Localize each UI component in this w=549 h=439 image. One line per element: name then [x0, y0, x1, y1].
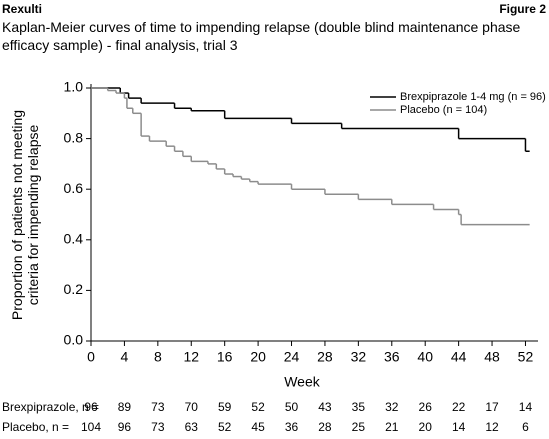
risk-count: 104 — [81, 420, 101, 434]
x-tick-label: 32 — [351, 349, 367, 365]
chart-title: Kaplan-Meier curves of time to impending… — [2, 19, 521, 53]
risk-count: 12 — [485, 420, 499, 434]
y-tick-label: 0.2 — [64, 281, 84, 297]
risk-count: 20 — [419, 420, 433, 434]
header-right: Figure 2 — [499, 2, 546, 16]
legend-label: Placebo (n = 104) — [400, 104, 487, 116]
risk-count: 52 — [218, 420, 232, 434]
risk-count: 73 — [151, 420, 165, 434]
risk-count: 59 — [218, 400, 232, 414]
risk-row-label: Placebo, n = — [2, 420, 69, 434]
x-tick-label: 48 — [484, 349, 500, 365]
risk-count: 6 — [522, 420, 529, 434]
risk-count: 25 — [352, 420, 366, 434]
header-left: Rexulti — [2, 2, 42, 16]
risk-count: 73 — [151, 400, 165, 414]
x-tick-label: 20 — [250, 349, 266, 365]
y-tick-label: 0.4 — [64, 231, 84, 247]
risk-row-label: Brexpiprazole, n = — [2, 400, 99, 414]
risk-count: 70 — [185, 400, 199, 414]
x-tick-label: 44 — [451, 349, 467, 365]
risk-count: 17 — [485, 400, 499, 414]
risk-count: 89 — [118, 400, 132, 414]
x-axis-label: Week — [284, 374, 321, 390]
risk-count: 96 — [118, 420, 132, 434]
risk-count: 36 — [285, 420, 299, 434]
x-tick-label: 40 — [417, 349, 433, 365]
x-tick-label: 24 — [284, 349, 300, 365]
x-tick-label: 52 — [518, 349, 534, 365]
risk-count: 32 — [385, 400, 399, 414]
y-tick-label: 0.8 — [64, 129, 84, 145]
y-tick-label: 1.0 — [64, 79, 84, 95]
x-tick-label: 0 — [87, 349, 95, 365]
y-axis-label: Proportion of patients not meetingcriter… — [9, 110, 41, 320]
x-tick-label: 28 — [317, 349, 333, 365]
risk-count: 26 — [419, 400, 433, 414]
risk-count: 63 — [185, 420, 199, 434]
legend-label: Brexpiprazole 1-4 mg (n = 96) — [400, 91, 546, 103]
risk-count: 52 — [251, 400, 265, 414]
risk-count: 14 — [519, 400, 533, 414]
x-tick-label: 4 — [121, 349, 129, 365]
risk-count: 96 — [84, 400, 98, 414]
x-tick-label: 36 — [384, 349, 400, 365]
x-tick-label: 12 — [183, 349, 199, 365]
risk-count: 43 — [318, 400, 332, 414]
risk-count: 35 — [352, 400, 366, 414]
risk-count: 21 — [385, 420, 399, 434]
risk-count: 50 — [285, 400, 299, 414]
y-tick-label: 0.6 — [64, 180, 84, 196]
risk-count: 45 — [251, 420, 265, 434]
x-tick-label: 16 — [217, 349, 233, 365]
risk-count: 14 — [452, 420, 466, 434]
x-tick-label: 8 — [154, 349, 162, 365]
y-tick-label: 0.0 — [64, 332, 84, 348]
risk-count: 28 — [318, 420, 332, 434]
risk-count: 22 — [452, 400, 466, 414]
